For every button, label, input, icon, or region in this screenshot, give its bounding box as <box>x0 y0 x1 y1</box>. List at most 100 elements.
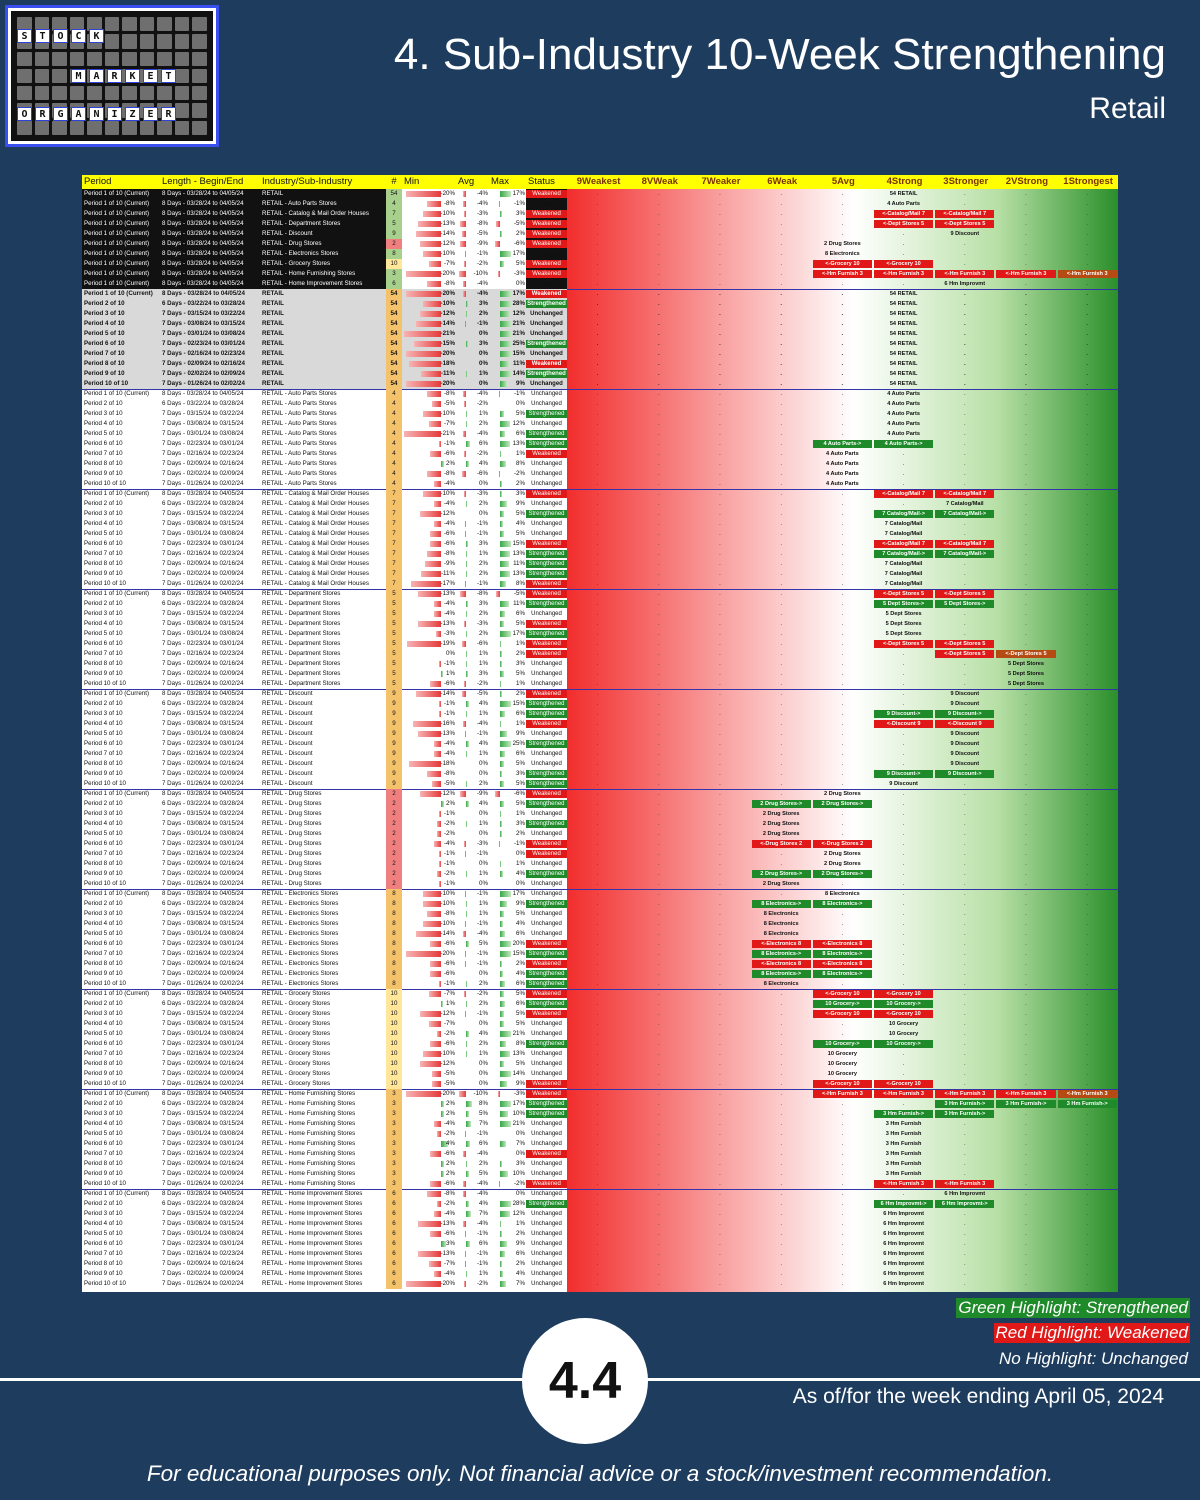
empty-tier-dot: . <box>780 341 783 347</box>
empty-tier-dot: . <box>841 1211 844 1217</box>
max-cell: 4% <box>489 869 526 879</box>
empty-tier-dot: . <box>596 381 599 387</box>
min-cell: -10% <box>402 409 456 419</box>
period-cell: Period 8 of 10 <box>84 860 123 867</box>
avg-bar <box>465 911 467 917</box>
max-value: -2% <box>513 470 525 477</box>
status-badge: Unchanged <box>531 481 562 487</box>
max-bar <box>495 241 501 247</box>
min-value: -16% <box>440 720 455 727</box>
status-badge: Weakened <box>526 580 567 588</box>
empty-tier-dot: . <box>902 461 905 467</box>
avg-cell: -4% <box>456 429 489 439</box>
status-badge: Weakened <box>526 1090 567 1098</box>
avg-cell: 4% <box>456 1199 489 1209</box>
min-cell: -6% <box>402 959 456 969</box>
avg-value: 4% <box>479 460 488 467</box>
avg-value: 1% <box>479 1050 488 1057</box>
empty-tier-dot: . <box>1086 1211 1089 1217</box>
min-bar <box>421 371 441 377</box>
empty-tier-dot: . <box>1086 191 1089 197</box>
empty-tier-dot: . <box>1025 791 1027 797</box>
empty-tier-dot: . <box>596 261 599 267</box>
tier-label: 2 Drug Stores-> <box>751 870 811 878</box>
max-bar <box>500 861 502 867</box>
min-bar <box>432 1071 441 1077</box>
tier-label: <-Hm Furnish 3 <box>935 1180 995 1188</box>
tier-label: 6 Hm Improvmt-> <box>874 1200 934 1208</box>
table-row: Period 10 of 10 7 Days - 01/26/24 to 02/0… <box>82 1279 1088 1289</box>
empty-tier-dot: . <box>719 1241 721 1247</box>
period-cell: Period 7 of 10 <box>84 450 123 457</box>
empty-tier-dot: . <box>841 321 844 327</box>
avg-bar <box>464 261 466 267</box>
empty-tier-dot: . <box>1086 331 1089 337</box>
logo-tile <box>157 120 172 135</box>
empty-tier-dot: . <box>1025 931 1027 937</box>
max-value: 6% <box>516 980 525 987</box>
min-value: -10% <box>440 890 455 897</box>
max-value: 6% <box>516 710 525 717</box>
avg-bar <box>463 841 466 847</box>
empty-tier-dot: . <box>596 971 599 977</box>
length-cell: 8 Days - 03/28/24 to 04/05/24 <box>162 990 244 997</box>
min-value: -2% <box>443 820 455 827</box>
avg-value: -2% <box>476 450 488 457</box>
min-bar <box>435 631 441 637</box>
avg-value: 2% <box>479 500 488 507</box>
length-cell: 6 Days - 03/22/24 to 03/28/24 <box>162 400 244 407</box>
logo-letter: A <box>71 107 86 121</box>
avg-value: 5% <box>479 1170 488 1177</box>
empty-tier-dot: . <box>1025 191 1027 197</box>
table-row: Period 1 of 10 (Current) 8 Days - 03/28/2… <box>82 389 1088 399</box>
empty-tier-dot: . <box>657 831 660 837</box>
empty-tier-dot: . <box>657 961 660 967</box>
industry-cell: RETAIL - Department Stores <box>262 660 341 667</box>
period-cell: Period 4 of 10 <box>84 1220 123 1227</box>
empty-tier-dot: . <box>963 921 966 927</box>
count-cell: 9 <box>386 729 402 739</box>
tier-label: 8 Electronics <box>763 921 799 927</box>
status-badge: Unchanged <box>531 681 562 687</box>
table-row: Period 10 of 10 7 Days - 01/26/24 to 02/0… <box>82 1179 1088 1189</box>
empty-tier-dot: . <box>841 831 844 837</box>
max-cell: 1% <box>489 449 526 459</box>
empty-tier-dot: . <box>719 1171 721 1177</box>
max-cell: 13% <box>489 1049 526 1059</box>
tier-label: <-Grocery 10 <box>874 1080 934 1088</box>
avg-cell: 7% <box>456 1209 489 1219</box>
max-value: 10% <box>512 1170 525 1177</box>
min-cell: -6% <box>402 1179 456 1189</box>
length-cell: 7 Days - 03/15/24 to 03/22/24 <box>162 1010 244 1017</box>
avg-bar <box>463 1181 466 1187</box>
avg-bar <box>465 1051 467 1057</box>
empty-tier-dot: . <box>780 1041 783 1047</box>
max-bar <box>500 411 505 417</box>
min-value: -4% <box>443 750 455 757</box>
avg-bar <box>465 1271 467 1277</box>
length-cell: 7 Days - 03/01/24 to 03/08/24 <box>162 530 244 537</box>
min-value: -4% <box>443 840 455 847</box>
empty-tier-dot: . <box>657 921 660 927</box>
page-title: 4. Sub-Industry 10-Week Strengthening <box>393 30 1166 79</box>
avg-cell: 2% <box>456 1039 489 1049</box>
avg-bar <box>463 291 466 297</box>
empty-tier-dot: . <box>841 641 844 647</box>
length-cell: 7 Days - 01/26/24 to 02/02/24 <box>162 880 244 887</box>
min-bar <box>437 1031 441 1037</box>
avg-bar <box>465 1041 468 1047</box>
avg-cell: 0% <box>456 1069 489 1079</box>
min-cell: -12% <box>402 789 456 799</box>
empty-tier-dot: . <box>1086 1051 1089 1057</box>
period-cell: Period 1 of 10 (Current) <box>84 990 149 997</box>
min-value: -8% <box>443 1190 455 1197</box>
empty-tier-dot: . <box>657 691 660 697</box>
max-value: 12% <box>512 1210 525 1217</box>
empty-tier-dot: . <box>780 851 783 857</box>
tier-label: 2 Drug Stores <box>824 861 861 867</box>
min-cell: -12% <box>402 509 456 519</box>
min-bar <box>423 251 441 257</box>
table-row: Period 3 of 10 7 Days - 03/15/24 to 03/22… <box>82 709 1088 719</box>
status-badge: Weakened <box>526 790 567 798</box>
empty-tier-dot: . <box>719 501 721 507</box>
